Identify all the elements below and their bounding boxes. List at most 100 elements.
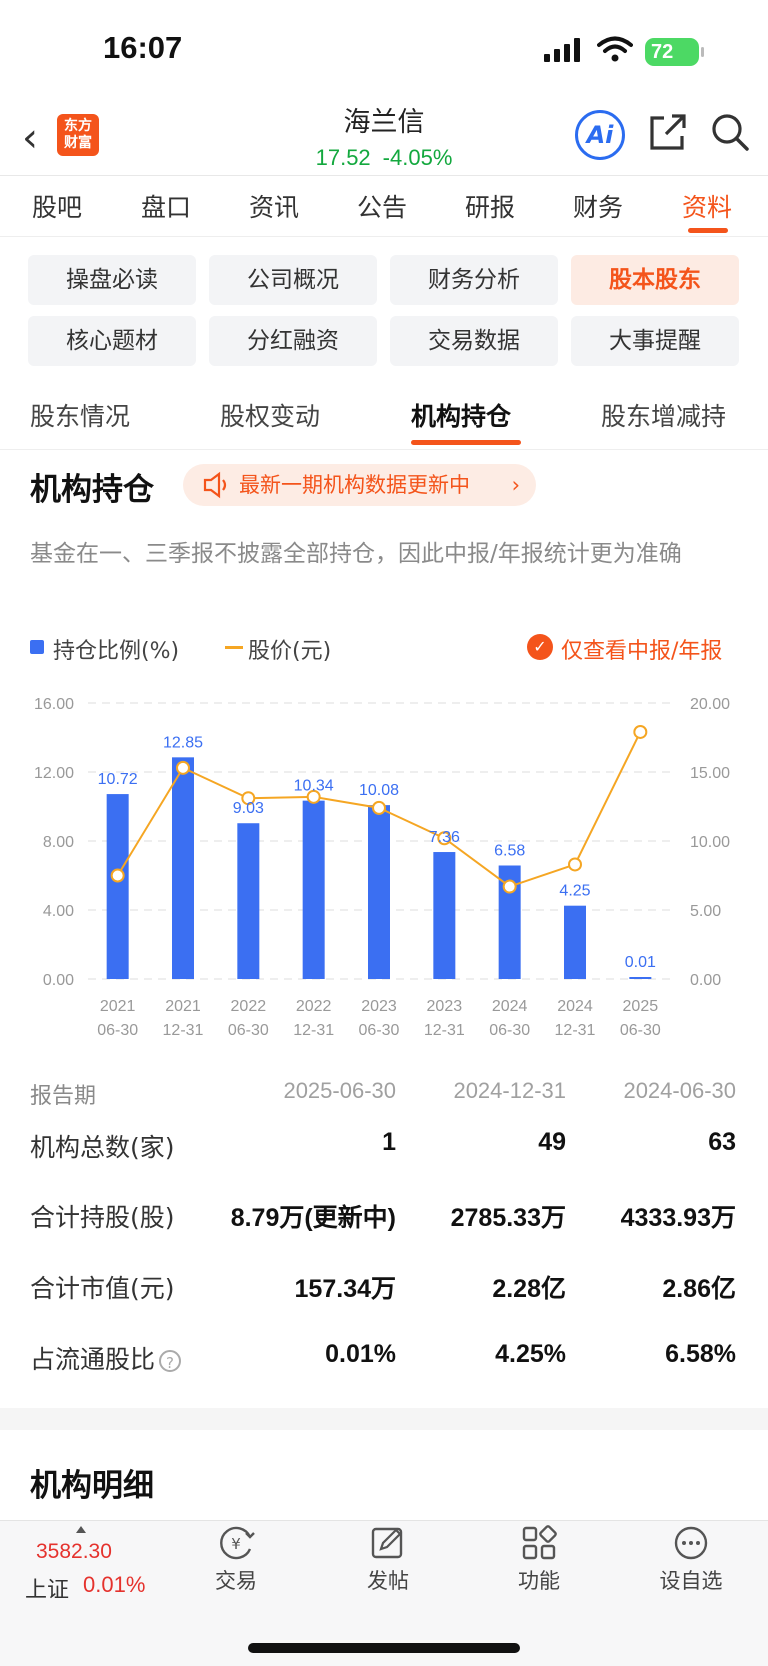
x-tick-label: 2021 xyxy=(165,998,201,1015)
bar xyxy=(433,852,456,979)
section-gap xyxy=(0,1408,768,1430)
bar xyxy=(106,794,129,979)
checkmark-icon[interactable]: ✓ xyxy=(527,634,553,660)
bar-label: 0.01 xyxy=(625,954,656,971)
back-icon[interactable]: ‹ xyxy=(22,115,38,161)
price-point xyxy=(502,879,517,894)
btn-events[interactable]: 大事提醒 xyxy=(571,316,739,366)
btn-financial-analysis[interactable]: 财务分析 xyxy=(390,255,558,305)
legend-bar-label: 持仓比例(%) xyxy=(53,639,180,664)
battery-indicator: 72 xyxy=(645,38,704,66)
bar xyxy=(629,977,652,979)
price-point xyxy=(241,791,256,806)
x-tick-label: 2022 xyxy=(296,998,332,1015)
filter-semiannual-toggle[interactable]: 仅查看中报/年报 xyxy=(561,639,723,664)
y-tick-left: 12.00 xyxy=(34,765,74,782)
index-name[interactable]: 上证 xyxy=(25,1578,70,1603)
chevron-right-icon: › xyxy=(511,473,520,497)
nav-functions[interactable]: 功能 xyxy=(484,1525,594,1595)
stock-quote: 17.52 -4.05% xyxy=(0,145,768,171)
stock-change: -4.05% xyxy=(382,145,453,170)
cell: 0.01% xyxy=(325,1340,396,1368)
wifi-icon xyxy=(597,36,633,62)
home-indicator xyxy=(248,1643,520,1653)
ai-button[interactable]: Ai xyxy=(575,110,625,160)
subtab-shareholders[interactable]: 股东情况 xyxy=(30,402,131,431)
subtab-holding-changes[interactable]: 股东增减持 xyxy=(601,402,727,431)
cell: 63 xyxy=(708,1128,736,1156)
nav-trade-label: 交易 xyxy=(215,1569,257,1593)
bar-label: 6.58 xyxy=(494,842,525,859)
table-header-row: 报告期 2025-06-30 2024-12-31 2024-06-30 xyxy=(30,1078,738,1109)
index-change[interactable]: 0.01% xyxy=(83,1572,146,1597)
section-title: 机构持仓 xyxy=(30,472,154,508)
update-notice[interactable]: 最新一期机构数据更新中 › xyxy=(183,464,536,506)
tab-finance[interactable]: 财务 xyxy=(573,193,624,222)
tab-announcements[interactable]: 公告 xyxy=(357,193,408,222)
notice-text: 最新一期机构数据更新中 xyxy=(239,473,470,497)
nav-post[interactable]: 发帖 xyxy=(333,1525,443,1595)
logo-line2: 财富 xyxy=(64,135,92,151)
row-label: 合计市值(元) xyxy=(30,1274,175,1303)
price-point xyxy=(372,800,386,815)
x-tick-label: 06-30 xyxy=(97,1022,138,1039)
share-icon[interactable] xyxy=(648,112,688,152)
subtab-institutional[interactable]: 机构持仓 xyxy=(411,402,512,431)
tab-research[interactable]: 研报 xyxy=(465,193,516,222)
tab-guba[interactable]: 股吧 xyxy=(32,193,83,222)
holding-chart: 16.00 20.00 12.00 15.00 8.00 10.00 4.00 5.00 0.0… xyxy=(34,696,730,1039)
subtab-equity-changes[interactable]: 股权变动 xyxy=(220,402,321,431)
btn-trading-guide[interactable]: 操盘必读 xyxy=(28,255,196,305)
x-tick-label: 12-31 xyxy=(424,1022,465,1039)
x-tick-label: 06-30 xyxy=(489,1022,530,1039)
nav-post-label: 发帖 xyxy=(367,1569,409,1593)
price-point xyxy=(568,857,582,872)
cell: 49 xyxy=(538,1128,566,1156)
btn-company-overview[interactable]: 公司概况 xyxy=(209,255,377,305)
bar-label: 12.85 xyxy=(163,734,203,751)
y-tick-right: 5.00 xyxy=(690,903,721,920)
row-label-wrap: 占流通股比? xyxy=(30,1340,182,1376)
legend-line-swatch xyxy=(225,646,243,649)
bar xyxy=(172,757,194,979)
y-tick-left: 16.00 xyxy=(34,696,74,713)
x-tick-label: 2023 xyxy=(427,998,463,1015)
tab-profile[interactable]: 资料 xyxy=(682,193,733,222)
help-icon[interactable]: ? xyxy=(159,1350,182,1372)
tab-news[interactable]: 资讯 xyxy=(249,193,300,222)
btn-shareholders[interactable]: 股本股东 xyxy=(571,255,739,305)
nav-watchlist-label: 设自选 xyxy=(659,1569,723,1593)
nav-trade[interactable]: ¥ 交易 xyxy=(181,1525,291,1595)
y-tick-right: 0.00 xyxy=(690,972,721,989)
nav-watchlist[interactable]: 设自选 xyxy=(636,1525,746,1595)
search-icon[interactable] xyxy=(710,112,750,152)
btn-dividends[interactable]: 分红融资 xyxy=(209,316,377,366)
tab-pankou[interactable]: 盘口 xyxy=(141,193,192,222)
active-tab-indicator xyxy=(688,228,728,233)
x-tick-label: 2025 xyxy=(623,998,659,1015)
x-tick-label: 06-30 xyxy=(359,1022,400,1039)
bar-label: 4.25 xyxy=(559,883,590,900)
section-description: 基金在一、三季报不披露全部持仓，因此中报/年报统计更为准确 xyxy=(30,541,682,567)
legend-line-label: 股价(元) xyxy=(248,639,332,664)
row-label: 机构总数(家) xyxy=(30,1133,175,1162)
app-logo: 东方 财富 xyxy=(57,114,99,156)
cell: 2785.33万 xyxy=(450,1204,566,1232)
expand-up-icon[interactable] xyxy=(76,1526,86,1533)
stock-name: 海兰信 xyxy=(343,107,425,138)
bar-label: 10.72 xyxy=(98,771,138,788)
speaker-icon xyxy=(203,471,227,499)
bar xyxy=(498,865,521,979)
index-value[interactable]: 3582.30 xyxy=(36,1540,112,1563)
cell: 2.28亿 xyxy=(492,1275,566,1303)
period-1: 2025-06-30 xyxy=(283,1078,396,1103)
more-icon xyxy=(674,1526,708,1560)
header-divider xyxy=(0,175,768,176)
active-subtab-indicator xyxy=(411,440,521,445)
btn-core-themes[interactable]: 核心题材 xyxy=(28,316,196,366)
cellular-signal-icon xyxy=(544,38,580,62)
y-tick-left: 0.00 xyxy=(43,972,74,989)
price-point xyxy=(306,789,321,804)
btn-trading-data[interactable]: 交易数据 xyxy=(390,316,558,366)
bar xyxy=(368,805,390,979)
